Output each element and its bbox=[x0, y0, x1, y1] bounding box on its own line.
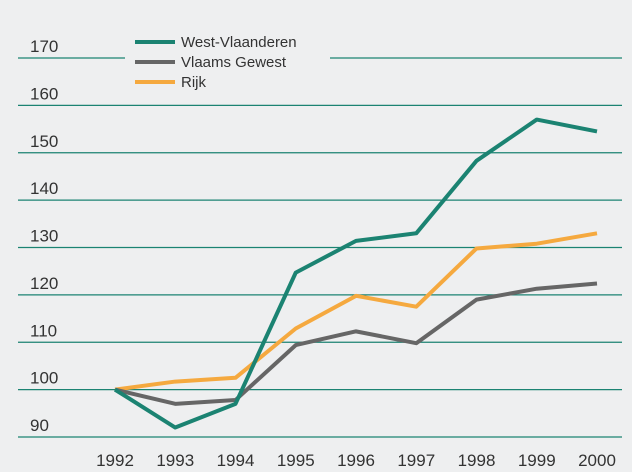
y-tick-label: 140 bbox=[30, 179, 58, 198]
legend-label: West-Vlaanderen bbox=[181, 34, 297, 51]
y-tick-label: 150 bbox=[30, 132, 58, 151]
x-tick-label: 1994 bbox=[217, 451, 255, 470]
y-tick-label: 170 bbox=[30, 37, 58, 56]
y-tick-label: 130 bbox=[30, 227, 58, 246]
x-tick-label: 1992 bbox=[96, 451, 134, 470]
legend-label: Rijk bbox=[181, 74, 206, 91]
series-line bbox=[113, 117, 598, 430]
y-tick-label: 120 bbox=[30, 274, 58, 293]
x-tick-label: 1998 bbox=[458, 451, 496, 470]
x-tick-label: 1993 bbox=[156, 451, 194, 470]
y-tick-label: 110 bbox=[30, 321, 57, 340]
legend: West-Vlaanderen Vlaams Gewest Rijk bbox=[125, 30, 330, 92]
x-tick-label: 1999 bbox=[518, 451, 556, 470]
y-tick-label: 90 bbox=[30, 416, 49, 435]
x-tick-label: 1996 bbox=[337, 451, 375, 470]
x-tick-label: 1995 bbox=[277, 451, 315, 470]
series-line bbox=[114, 231, 598, 392]
x-tick-label: 2000 bbox=[578, 451, 616, 470]
y-tick-label: 100 bbox=[30, 369, 58, 388]
series-line bbox=[114, 281, 598, 406]
x-tick-label: 1997 bbox=[397, 451, 435, 470]
y-tick-label: 160 bbox=[30, 84, 58, 103]
legend-label: Vlaams Gewest bbox=[181, 54, 287, 71]
